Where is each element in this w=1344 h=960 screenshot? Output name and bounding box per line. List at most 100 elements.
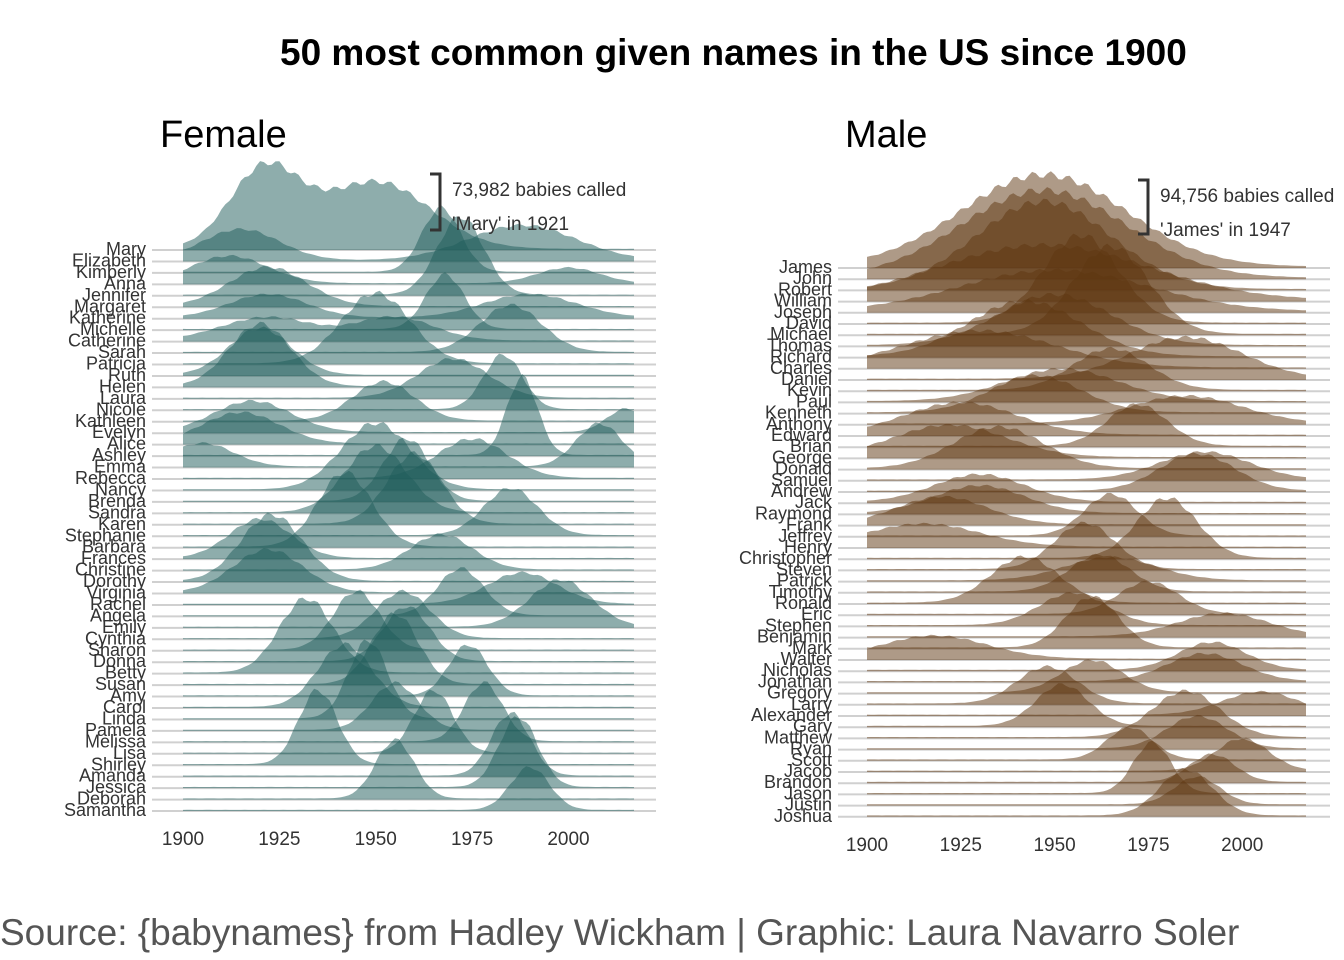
name-label-walter: Walter — [781, 649, 832, 669]
source-caption: Source: {babynames} from Hadley Wickham … — [0, 912, 1240, 953]
name-label-frances: Frances — [81, 548, 146, 568]
ridge-paul — [867, 367, 1306, 403]
name-label-alexander: Alexander — [751, 705, 832, 725]
name-label-donna: Donna — [93, 651, 147, 671]
name-label-pamela: Pamela — [85, 720, 147, 740]
x-tick-label: 2000 — [1221, 835, 1263, 856]
annotation-line-2: 'Mary' in 1921 — [452, 214, 569, 235]
name-label-emily: Emily — [102, 617, 146, 637]
ridge-susan — [183, 612, 634, 686]
name-label-lisa: Lisa — [113, 743, 147, 763]
x-tick-label: 1900 — [162, 829, 204, 850]
name-label-matthew: Matthew — [764, 727, 833, 747]
name-label-betty: Betty — [105, 663, 146, 683]
name-label-carol: Carol — [103, 697, 146, 717]
annotation-line-1: 73,982 babies called — [452, 180, 626, 201]
ridge-larry — [867, 665, 1306, 705]
name-label-sharon: Sharon — [88, 640, 146, 660]
ridge-walter — [867, 634, 1306, 660]
name-label-nicole: Nicole — [96, 399, 146, 419]
ridge-ashley — [183, 374, 634, 457]
ridge-stephanie — [183, 488, 634, 537]
name-label-mary: Mary — [106, 239, 146, 259]
ridge-andrew — [867, 452, 1306, 492]
name-label-margaret: Margaret — [74, 296, 146, 316]
name-label-jacob: Jacob — [784, 761, 832, 781]
name-label-nancy: Nancy — [95, 479, 146, 499]
ridge-helen — [183, 321, 634, 388]
ridge-samantha — [183, 766, 634, 812]
name-label-alice: Alice — [107, 434, 146, 454]
name-label-amy: Amy — [110, 686, 146, 706]
ridge-laura — [183, 358, 634, 399]
ridge-jonathan — [867, 652, 1306, 683]
name-label-steven: Steven — [776, 559, 832, 579]
name-label-stephen: Stephen — [765, 615, 832, 635]
ridge-shirley — [183, 688, 634, 766]
x-tick-label: 1975 — [451, 829, 493, 850]
name-label-ruth: Ruth — [108, 365, 146, 385]
x-tick-label: 2000 — [547, 829, 589, 850]
ridge-kenneth — [867, 374, 1306, 414]
ridge-karen — [183, 451, 634, 525]
name-label-susan: Susan — [95, 674, 146, 694]
ridge-daniel — [867, 335, 1306, 380]
ridge-charles — [867, 329, 1306, 369]
name-label-jessica: Jessica — [86, 777, 147, 797]
name-label-anthony: Anthony — [766, 414, 832, 434]
name-label-donald: Donald — [775, 459, 832, 479]
name-label-paul: Paul — [796, 391, 832, 411]
name-label-jeffrey: Jeffrey — [778, 526, 832, 546]
ridge-mary — [183, 161, 634, 250]
name-label-kenneth: Kenneth — [765, 403, 832, 423]
name-label-john: John — [793, 268, 832, 288]
ridge-benjamin — [867, 612, 1306, 638]
ridge-jacob — [867, 737, 1306, 772]
name-label-david: David — [786, 313, 832, 333]
name-label-frank: Frank — [786, 515, 833, 535]
ridge-gary — [867, 683, 1306, 728]
name-label-larry: Larry — [791, 694, 832, 714]
x-tick-label: 1975 — [1127, 835, 1169, 856]
name-label-karen: Karen — [98, 514, 146, 534]
name-label-stephanie: Stephanie — [65, 525, 146, 545]
name-label-angela: Angela — [90, 605, 147, 625]
name-label-richard: Richard — [770, 347, 832, 367]
name-label-barbara: Barbara — [82, 537, 147, 557]
ridge-timothy — [867, 553, 1306, 593]
name-label-raymond: Raymond — [755, 503, 832, 523]
ridge-jessica — [183, 716, 634, 789]
male-panel-title: Male — [845, 114, 928, 156]
ridge-rachel — [183, 571, 634, 605]
name-label-eric: Eric — [801, 604, 832, 624]
name-label-christine: Christine — [75, 560, 146, 580]
name-label-dorothy: Dorothy — [83, 571, 146, 591]
female-ridgeline-plot: MaryElizabethKimberlyAnnaJenniferMargare… — [64, 161, 656, 850]
annotation-bracket — [430, 172, 442, 232]
name-label-cynthia: Cynthia — [85, 628, 147, 648]
name-label-melissa: Melissa — [85, 731, 147, 751]
name-label-scott: Scott — [791, 750, 832, 770]
ridge-deborah — [183, 738, 634, 800]
ridge-kathleen — [183, 380, 634, 422]
name-label-gary: Gary — [793, 716, 832, 736]
name-label-jack: Jack — [795, 492, 833, 512]
name-label-linda: Linda — [102, 708, 147, 728]
ridge-emily — [183, 579, 634, 628]
ridge-donald — [867, 425, 1306, 470]
name-label-andrew: Andrew — [771, 481, 833, 501]
x-tick-label: 1925 — [940, 835, 982, 856]
name-label-joshua: Joshua — [774, 806, 833, 826]
ridge-edward — [867, 401, 1306, 436]
ridge-emma — [183, 422, 634, 468]
ridge-michael — [867, 243, 1306, 336]
x-tick-label: 1950 — [355, 829, 397, 850]
annotation-line-2: 'James' in 1947 — [1160, 220, 1291, 241]
name-label-nicholas: Nicholas — [763, 660, 832, 680]
name-label-ryan: Ryan — [790, 739, 832, 759]
name-label-mark: Mark — [792, 638, 833, 658]
name-label-patricia: Patricia — [86, 354, 147, 374]
x-tick-label: 1900 — [846, 835, 888, 856]
ridge-christine — [183, 533, 634, 571]
name-label-patrick: Patrick — [777, 571, 833, 591]
